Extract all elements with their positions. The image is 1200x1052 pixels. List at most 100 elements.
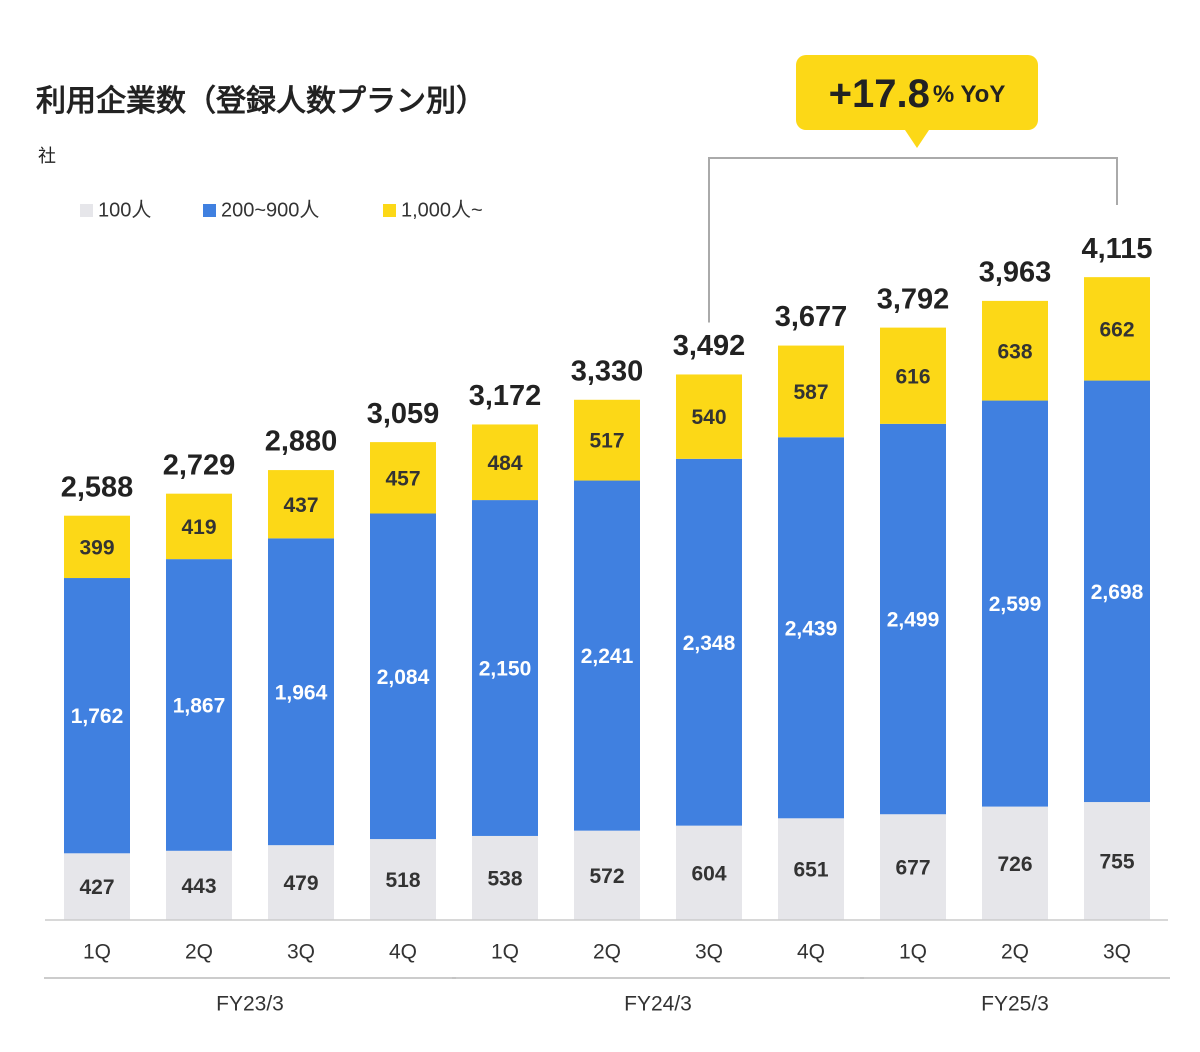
group-label: FY25/3 bbox=[981, 993, 1049, 1016]
y-axis-label: 社 bbox=[38, 146, 56, 166]
bar-segment bbox=[1084, 277, 1150, 381]
legend-swatch bbox=[80, 204, 93, 217]
bar-segment bbox=[1084, 380, 1150, 803]
bar-segment bbox=[64, 578, 130, 854]
chart-title: 利用企業数（登録人数プラン別） bbox=[36, 84, 486, 118]
callout-value: +17.8 bbox=[829, 72, 930, 116]
legend-label: 200~900人 bbox=[221, 198, 319, 221]
value-label: 479 bbox=[283, 872, 318, 895]
value-label: 419 bbox=[181, 516, 216, 539]
value-label: 399 bbox=[79, 536, 114, 559]
bar-segment bbox=[64, 515, 130, 579]
value-label: 662 bbox=[1099, 318, 1134, 341]
value-label: 616 bbox=[895, 365, 930, 388]
bar-segment bbox=[370, 513, 436, 840]
legend-swatch bbox=[203, 204, 216, 217]
value-label: 2,499 bbox=[887, 609, 940, 632]
group-label: FY23/3 bbox=[216, 993, 284, 1016]
bar-segment bbox=[268, 470, 334, 539]
bar-segment bbox=[778, 818, 844, 920]
value-label: 538 bbox=[487, 868, 522, 891]
legend-swatch bbox=[383, 204, 396, 217]
value-label: 484 bbox=[487, 452, 522, 475]
total-label: 4,115 bbox=[1082, 233, 1153, 265]
bar-segment bbox=[778, 437, 844, 819]
x-tick-label: 4Q bbox=[797, 941, 825, 964]
value-label: 518 bbox=[385, 869, 420, 892]
value-label: 677 bbox=[895, 857, 930, 880]
value-label: 443 bbox=[181, 875, 216, 898]
bar-segment bbox=[676, 825, 742, 920]
x-tick-label: 1Q bbox=[491, 941, 519, 964]
bar-segment bbox=[472, 424, 538, 501]
total-label: 3,492 bbox=[673, 330, 746, 362]
value-label: 2,348 bbox=[683, 632, 736, 655]
total-label: 3,677 bbox=[775, 301, 848, 333]
bar-segment bbox=[1084, 802, 1150, 920]
bar-segment bbox=[982, 400, 1048, 807]
bar-segment bbox=[370, 442, 436, 514]
value-label: 604 bbox=[691, 862, 726, 885]
total-label: 2,729 bbox=[163, 449, 236, 481]
bar-segment bbox=[982, 806, 1048, 920]
bar-segment bbox=[166, 850, 232, 920]
x-tick-label: 1Q bbox=[899, 941, 927, 964]
total-label: 3,792 bbox=[877, 283, 950, 315]
value-label: 2,084 bbox=[377, 666, 430, 689]
total-label: 3,172 bbox=[469, 380, 542, 412]
x-tick-label: 2Q bbox=[593, 941, 621, 964]
callout-box bbox=[796, 55, 1038, 148]
legend-label: 1,000人~ bbox=[401, 198, 483, 221]
bar-segment bbox=[982, 300, 1048, 401]
total-label: 2,880 bbox=[265, 426, 338, 458]
value-label: 2,599 bbox=[989, 593, 1042, 616]
bar-segment bbox=[676, 458, 742, 826]
value-label: 638 bbox=[997, 340, 1032, 363]
x-tick-label: 2Q bbox=[1001, 941, 1029, 964]
bar-segment bbox=[574, 830, 640, 920]
bar-segment bbox=[268, 845, 334, 920]
total-label: 3,963 bbox=[979, 257, 1052, 289]
bar-segment bbox=[472, 835, 538, 920]
callout-unit: % YoY bbox=[933, 81, 1005, 108]
bar-segment bbox=[778, 345, 844, 438]
value-label: 587 bbox=[793, 381, 828, 404]
value-label: 726 bbox=[997, 853, 1032, 876]
callout-text: +17.8% YoY bbox=[829, 72, 1006, 116]
value-label: 2,241 bbox=[581, 645, 634, 668]
bar-segment bbox=[166, 493, 232, 560]
group-label: FY24/3 bbox=[624, 993, 692, 1016]
bar-segment bbox=[370, 839, 436, 920]
total-label: 3,059 bbox=[367, 398, 440, 430]
legend-label: 100人 bbox=[98, 198, 151, 221]
value-label: 1,762 bbox=[71, 705, 124, 728]
bar-segment bbox=[472, 500, 538, 836]
x-tick-label: 4Q bbox=[389, 941, 417, 964]
bar-segment bbox=[676, 374, 742, 459]
value-label: 457 bbox=[385, 467, 420, 490]
value-label: 755 bbox=[1099, 851, 1134, 874]
value-label: 2,439 bbox=[785, 617, 838, 640]
value-label: 651 bbox=[793, 859, 828, 882]
total-label: 3,330 bbox=[571, 355, 644, 387]
x-tick-label: 3Q bbox=[287, 941, 315, 964]
bar-segment bbox=[880, 814, 946, 920]
bar-segment bbox=[64, 853, 130, 920]
value-label: 427 bbox=[79, 876, 114, 899]
x-tick-label: 3Q bbox=[1103, 941, 1131, 964]
bar-segment bbox=[574, 399, 640, 481]
value-label: 517 bbox=[589, 430, 624, 453]
bar-segment bbox=[574, 480, 640, 831]
x-tick-label: 1Q bbox=[83, 941, 111, 964]
bar-segment bbox=[166, 559, 232, 851]
value-label: 2,150 bbox=[479, 658, 532, 681]
total-label: 2,588 bbox=[61, 471, 134, 503]
bar-segment bbox=[880, 423, 946, 815]
bracket bbox=[708, 157, 1118, 323]
x-tick-label: 3Q bbox=[695, 941, 723, 964]
value-label: 1,867 bbox=[173, 695, 226, 718]
bar-segment bbox=[268, 538, 334, 846]
x-tick-label: 2Q bbox=[185, 941, 213, 964]
value-label: 540 bbox=[691, 406, 726, 429]
